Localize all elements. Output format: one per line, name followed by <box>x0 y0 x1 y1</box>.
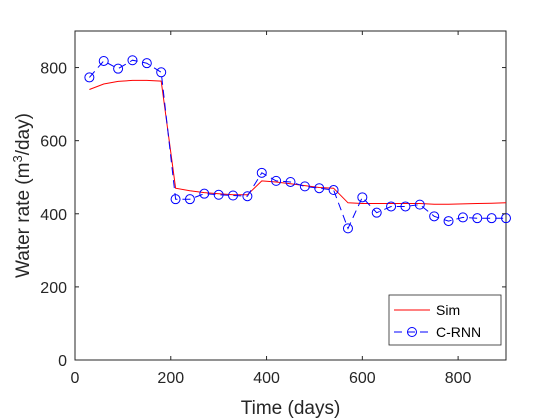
x-tick-label: 200 <box>157 370 184 387</box>
legend: Sim C-RNN <box>388 294 502 346</box>
y-axis-label-main: Water rate (m <box>13 163 34 278</box>
data-point-c-rnn <box>299 181 310 192</box>
data-point-c-rnn <box>457 212 468 223</box>
y-axis-ticks: 0 200 400 600 800 <box>40 61 506 370</box>
plot-area <box>74 30 511 361</box>
data-point-c-rnn <box>170 194 181 205</box>
series-line-c-rnn <box>89 59 506 230</box>
x-tick-label: 0 <box>71 370 80 387</box>
data-point-c-rnn <box>486 213 497 224</box>
data-point-c-rnn <box>443 216 454 227</box>
series-layer <box>84 55 511 234</box>
data-point-c-rnn <box>285 176 296 187</box>
legend-crnn-label: C-RNN <box>436 324 481 340</box>
legend-box <box>388 294 502 346</box>
data-point-c-rnn <box>328 185 339 196</box>
x-tick-label: 800 <box>445 370 472 387</box>
data-point-c-rnn <box>156 67 167 78</box>
data-point-c-rnn <box>414 199 425 210</box>
data-point-c-rnn <box>184 194 195 205</box>
data-point-c-rnn <box>98 55 109 66</box>
legend-crnn-marker <box>407 327 417 337</box>
y-tick-label: 400 <box>40 207 67 224</box>
data-point-c-rnn <box>472 213 483 224</box>
y-axis-label-superscript: 3 <box>10 155 25 162</box>
y-tick-label: 600 <box>40 134 67 151</box>
legend-sim-label: Sim <box>436 302 460 318</box>
data-point-c-rnn <box>256 167 267 178</box>
data-point-c-rnn <box>199 188 210 199</box>
data-point-c-rnn <box>127 55 138 66</box>
y-axis-label: Water rate (m3/day) <box>10 113 34 278</box>
x-tick-label: 400 <box>253 370 280 387</box>
y-tick-label: 0 <box>58 353 67 370</box>
data-point-c-rnn <box>242 191 253 202</box>
data-point-c-rnn <box>228 190 239 201</box>
data-point-c-rnn <box>371 207 382 218</box>
data-point-c-rnn <box>213 189 224 200</box>
y-tick-label: 800 <box>40 61 67 78</box>
x-tick-label: 600 <box>349 370 376 387</box>
data-point-c-rnn <box>314 183 325 194</box>
data-point-c-rnn <box>342 223 353 234</box>
y-tick-label: 200 <box>40 280 67 297</box>
data-point-c-rnn <box>84 72 95 83</box>
x-axis-ticks: 0 200 400 600 800 <box>71 31 472 387</box>
data-point-c-rnn <box>271 175 282 186</box>
data-point-c-rnn <box>141 58 152 69</box>
data-point-c-rnn <box>357 192 368 203</box>
y-axis-label-tail: /day) <box>13 113 34 155</box>
data-point-c-rnn <box>386 201 397 212</box>
data-point-c-rnn <box>113 63 124 74</box>
data-point-c-rnn <box>429 211 440 222</box>
x-axis-label: Time (days) <box>241 398 341 419</box>
data-point-c-rnn <box>400 201 411 212</box>
